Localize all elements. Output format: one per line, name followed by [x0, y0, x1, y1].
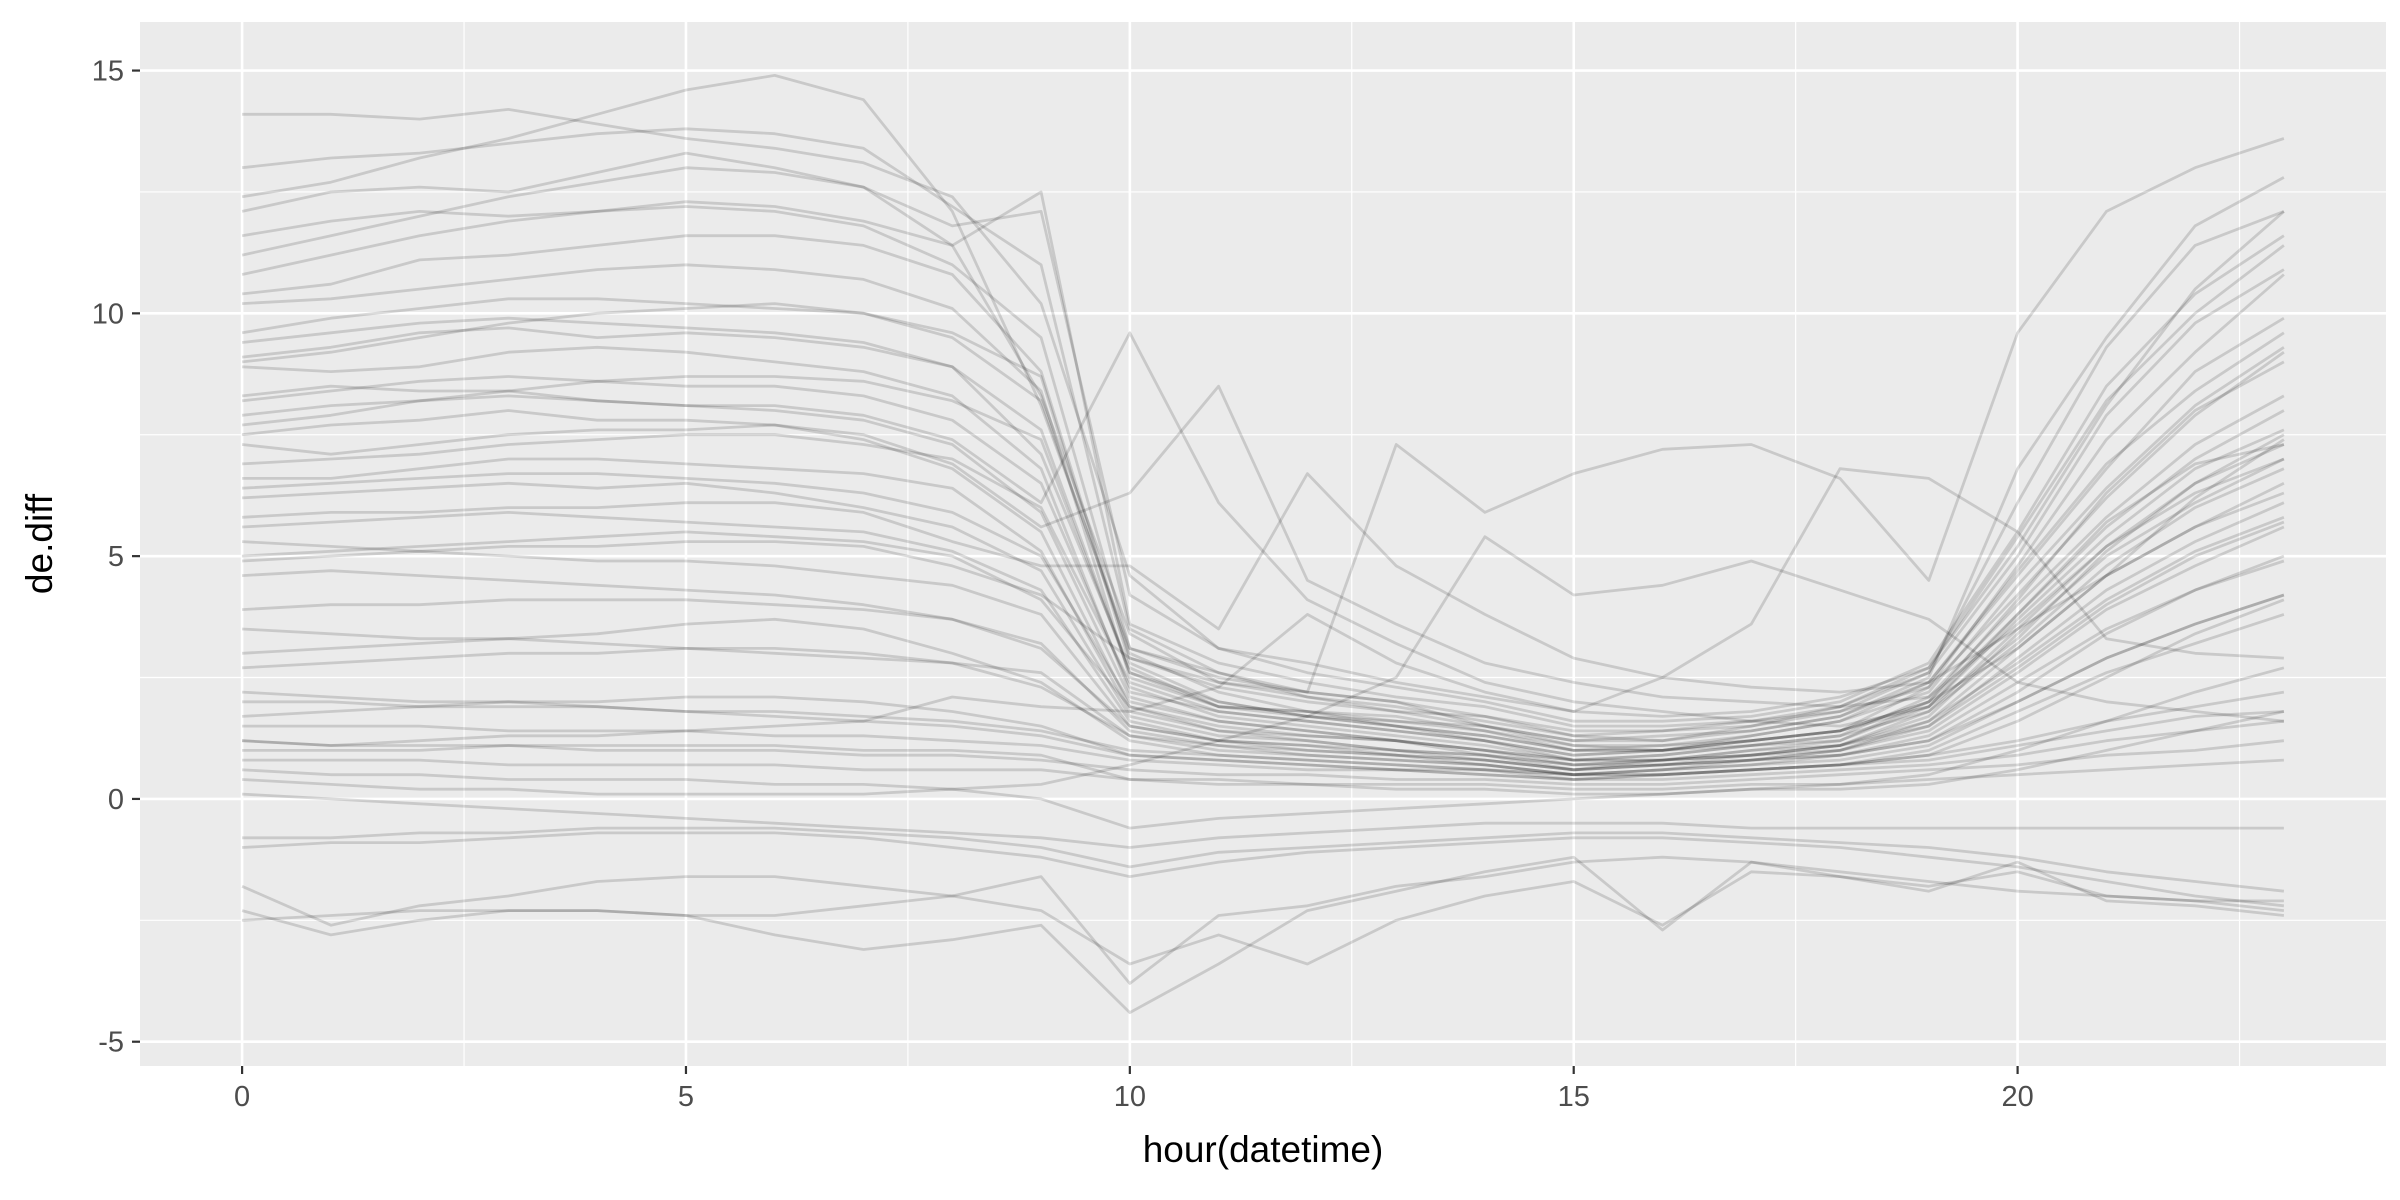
series-line-27	[242, 831, 2285, 908]
series-line-24	[242, 758, 2284, 791]
series-line-34	[242, 137, 2285, 694]
series-line-2	[241, 74, 2285, 743]
series-line-17	[242, 554, 2285, 777]
grid-major	[140, 22, 2386, 1066]
x-tick-label: 10	[1114, 1081, 1146, 1113]
y-tick-label: 10	[92, 298, 124, 330]
series-line-31	[241, 331, 2285, 728]
series-line-19	[242, 613, 2285, 781]
series-line-21	[242, 700, 2284, 777]
series-line-50	[242, 666, 2285, 796]
series-line-5	[241, 234, 2285, 743]
y-tick-label: 15	[92, 56, 124, 88]
series-line-16	[242, 525, 2285, 777]
series-line-14	[242, 481, 2285, 772]
y-tick-labels: -5 0 5 10 15	[92, 56, 124, 1059]
series-line-48	[242, 472, 2285, 762]
series-line-20	[242, 690, 2285, 781]
series-line-40	[241, 375, 2285, 752]
y-tick-label: -5	[98, 1027, 124, 1059]
x-tick-labels: 0 5 10 15 20	[234, 1081, 2034, 1113]
x-tick-label: 20	[2001, 1081, 2033, 1113]
series-line-30	[242, 855, 2284, 985]
series-line-42	[242, 515, 2285, 762]
series-line-1	[242, 108, 2285, 718]
series-line-9	[242, 345, 2285, 762]
series-line-8	[241, 326, 2285, 757]
series-line-32	[241, 384, 2285, 709]
series-line-26	[242, 826, 2285, 893]
series-line-49	[242, 593, 2285, 767]
series-line-37	[241, 302, 2285, 747]
series-line-13	[242, 457, 2285, 767]
plot-panel	[140, 22, 2386, 1066]
series-line-33	[242, 472, 2285, 694]
y-axis-title: de.diff	[19, 493, 60, 594]
series-line-43	[242, 559, 2285, 772]
series-line-11	[241, 394, 2285, 767]
series-line-4	[241, 205, 2285, 738]
series-line-45	[242, 710, 2285, 830]
series-line-7	[241, 297, 2285, 752]
series-line-12	[241, 409, 2285, 772]
series-line-41	[242, 433, 2285, 757]
series-line-15	[242, 501, 2285, 772]
series-line-46	[241, 127, 2285, 733]
series-line-10	[241, 375, 2285, 762]
series-lines	[241, 74, 2285, 1014]
x-tick-label: 5	[678, 1081, 694, 1113]
axis-ticks	[132, 69, 2019, 1074]
y-tick-label: 5	[108, 541, 124, 573]
series-line-47	[241, 316, 2285, 752]
grid-minor	[140, 22, 2386, 1066]
x-tick-label: 15	[1558, 1081, 1590, 1113]
series-line-35	[242, 467, 2284, 747]
series-line-6	[242, 263, 2285, 752]
series-line-39	[241, 166, 2285, 723]
x-axis-title: hour(datetime)	[1143, 1129, 1384, 1170]
series-line-36	[242, 535, 2285, 796]
y-tick-label: 0	[108, 784, 124, 816]
series-line-22	[242, 719, 2285, 781]
series-line-18	[242, 593, 2285, 777]
series-line-25	[242, 792, 2284, 849]
series-line-3	[241, 151, 2285, 743]
series-line-23	[242, 739, 2285, 786]
series-line-28	[241, 870, 2285, 966]
series-line-38	[241, 190, 2285, 728]
x-tick-label: 0	[234, 1081, 250, 1113]
series-line-44	[242, 598, 2285, 777]
series-line-29	[241, 855, 2285, 1014]
